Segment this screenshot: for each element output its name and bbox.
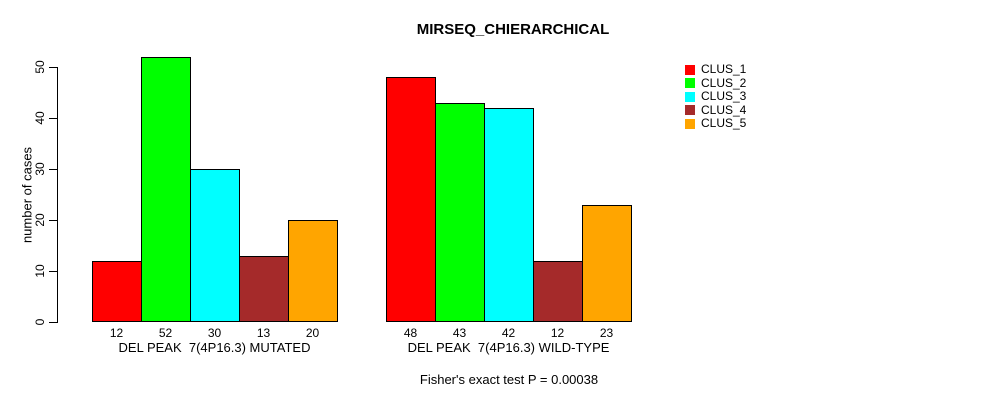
bar-value-label: 43 <box>452 326 467 340</box>
chart-title: MIRSEQ_CHIERARCHICAL <box>416 21 610 38</box>
bar-value-label: 52 <box>158 326 173 340</box>
bar-value-label: 30 <box>207 326 222 340</box>
annotation-text: Fisher's exact test P = 0.00038 <box>419 372 599 387</box>
y-tick-label: 0 <box>33 318 47 326</box>
bar-clus_4 <box>533 261 583 322</box>
y-tick-mark <box>49 220 57 221</box>
legend-item-clus_1: CLUS_1 <box>685 63 746 76</box>
group-label: DEL PEAK 7(4P16.3) MUTATED <box>118 340 311 355</box>
legend-color-swatch <box>685 91 695 102</box>
bar-clus_3 <box>484 108 534 322</box>
bar-value-label: 48 <box>403 326 418 340</box>
y-tick-mark <box>49 67 57 68</box>
y-tick-mark <box>49 169 57 170</box>
legend-label: CLUS_3 <box>701 89 747 103</box>
y-tick-label: 20 <box>33 213 47 227</box>
legend-color-swatch <box>685 78 695 88</box>
y-tick-mark <box>49 271 57 272</box>
legend-color-swatch <box>685 64 695 75</box>
bar-clus_3 <box>190 169 240 322</box>
y-tick-label: 50 <box>33 60 47 74</box>
bar-value-label: 42 <box>501 326 516 340</box>
bar-value-label: 13 <box>256 326 271 340</box>
y-tick-label: 40 <box>33 111 47 125</box>
y-tick-mark <box>49 118 57 119</box>
bar-value-label: 12 <box>109 326 124 340</box>
y-tick-label: 30 <box>33 162 47 176</box>
y-tick-label: 10 <box>33 264 47 278</box>
legend-color-swatch <box>685 105 695 115</box>
bar-clus_2 <box>435 103 485 322</box>
legend-label: CLUS_2 <box>701 75 747 90</box>
legend-label: CLUS_1 <box>701 62 747 76</box>
legend-color-swatch <box>685 118 695 129</box>
bar-clus_1 <box>386 77 436 322</box>
bar-value-label: 20 <box>305 326 320 340</box>
group-label: DEL PEAK 7(4P16.3) WILD-TYPE <box>407 340 610 355</box>
legend-item-clus_3: CLUS_3 <box>685 90 746 103</box>
bar-clus_5 <box>288 220 338 322</box>
bar-clus_4 <box>239 256 289 322</box>
legend-item-clus_4: CLUS_4 <box>685 102 747 117</box>
legend-item-clus_5: CLUS_5 <box>685 117 746 130</box>
legend-label: CLUS_4 <box>701 102 747 117</box>
legend-item-clus_2: CLUS_2 <box>685 75 747 90</box>
legend-label: CLUS_5 <box>701 116 747 130</box>
bar-clus_1 <box>92 261 142 322</box>
bar-value-label: 23 <box>599 326 614 340</box>
y-axis-line <box>57 67 58 323</box>
bar-value-label: 12 <box>550 326 565 340</box>
bar-clus_5 <box>582 205 632 322</box>
y-tick-mark <box>49 322 57 323</box>
bar-clus_2 <box>141 57 191 322</box>
